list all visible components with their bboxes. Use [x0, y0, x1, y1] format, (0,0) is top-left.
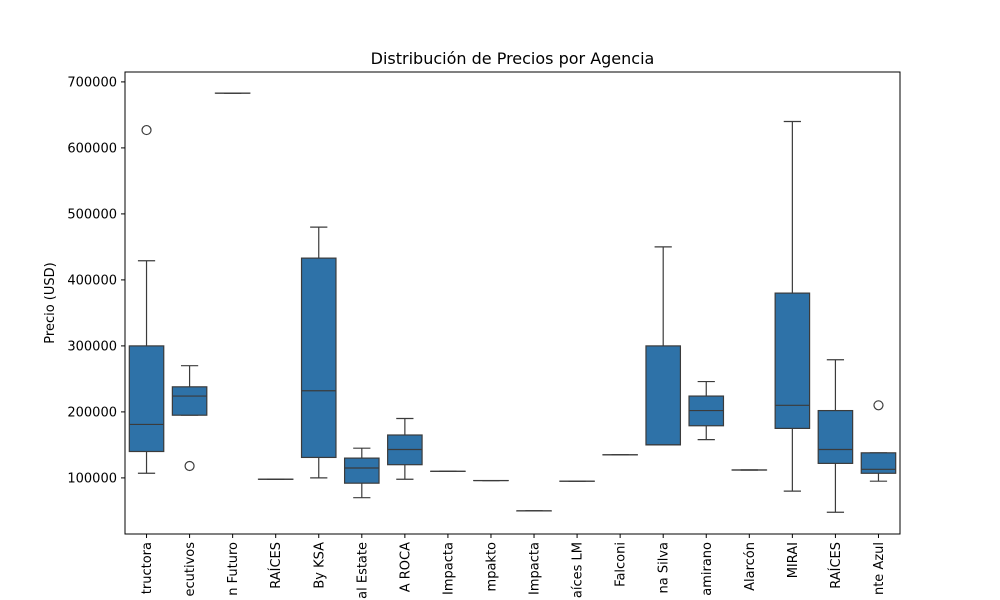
- x-tick-label: n Futuro: [226, 542, 241, 596]
- y-tick-label: 300000: [67, 339, 117, 354]
- x-tick-label: ecutivos: [183, 542, 198, 597]
- x-tick-label: mpakto: [484, 542, 499, 592]
- y-tick-label: 700000: [67, 75, 117, 90]
- y-tick-label: 500000: [67, 207, 117, 222]
- box: [774, 292, 811, 430]
- box: [128, 345, 165, 453]
- x-tick-label: amirano: [700, 542, 715, 596]
- plot-frame: [124, 71, 901, 535]
- box: [817, 409, 854, 464]
- outlier-point: [141, 124, 152, 136]
- chart-title: Distribución de Precios por Agencia: [371, 49, 655, 68]
- y-tick-label: 200000: [67, 405, 117, 420]
- x-tick-label: tructora: [140, 542, 155, 594]
- plot-area: 100000 200000 300000 400000 500000 600000 7000…: [67, 75, 897, 599]
- x-tick-label: Alarcón: [743, 542, 758, 591]
- x-tick-label: Falconi: [614, 542, 629, 587]
- x-tick-label: Impacta: [528, 542, 543, 595]
- y-tick-label: 100000: [67, 471, 117, 486]
- x-tick-label: MIRAI: [786, 542, 801, 578]
- outlier-point: [873, 400, 884, 411]
- x-tick-label: na Silva: [657, 542, 672, 593]
- x-tick-label: RAÍCES: [268, 542, 284, 589]
- x-tick-label: A ROCA: [398, 542, 413, 592]
- box: [171, 386, 208, 416]
- y-axis-label: Precio (USD): [43, 262, 58, 343]
- x-tick-label: By KSA: [312, 542, 327, 589]
- box: [645, 345, 682, 446]
- x-tick-label: nte Azul: [872, 542, 887, 595]
- x-tick-label: al Estate: [355, 542, 370, 599]
- x-tick-label: RAÍCES: [828, 542, 844, 589]
- box: [860, 452, 897, 474]
- y-tick-label: 600000: [67, 141, 117, 156]
- x-tick-label: aíces LM: [571, 542, 586, 598]
- box: [343, 457, 380, 484]
- y-tick-label: 400000: [67, 273, 117, 288]
- x-tick-label: Impacta: [441, 542, 456, 595]
- outlier-point: [184, 460, 195, 472]
- box: [300, 257, 337, 459]
